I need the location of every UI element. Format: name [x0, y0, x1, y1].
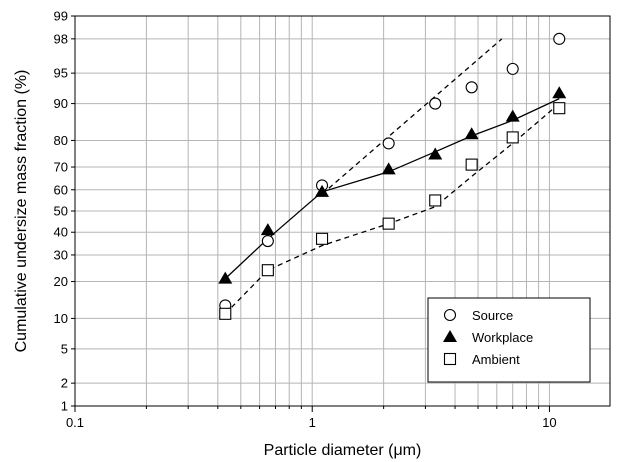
y-tick-label: 1: [61, 399, 68, 414]
y-axis-label: Cumulative undersize mass fraction (%): [13, 70, 30, 353]
fit-line-workplace: [224, 98, 560, 280]
ambient-point: [382, 217, 395, 230]
y-tick-label: 40: [54, 225, 68, 240]
source-point: [382, 137, 395, 150]
source-point: [506, 62, 519, 75]
y-tick-label: 80: [54, 133, 68, 148]
legend-label-workplace: Workplace: [472, 330, 533, 345]
fit-line-source: [321, 38, 503, 195]
y-tick-label: 50: [54, 204, 68, 219]
workplace-point: [218, 271, 233, 284]
x-tick-label: 0.1: [66, 415, 84, 430]
source-point: [465, 81, 478, 94]
x-tick-label: 1: [309, 415, 316, 430]
ambient-point: [219, 307, 232, 320]
ambient-point: [261, 264, 274, 277]
workplace-point: [260, 223, 275, 236]
workplace-point: [315, 184, 330, 197]
legend-marker-workplace: [443, 330, 457, 342]
data-markers: [218, 32, 567, 320]
workplace-point: [552, 86, 567, 99]
y-tick-label: 70: [54, 160, 68, 175]
ambient-point: [315, 232, 329, 245]
legend: Source Workplace Ambient: [427, 297, 591, 383]
workplace-point: [505, 109, 520, 122]
ambient-point: [465, 158, 478, 171]
y-tick-label: 99: [54, 9, 68, 24]
y-tick-label: 95: [54, 66, 68, 81]
y-tick-label: 2: [61, 376, 68, 391]
workplace-point: [381, 162, 396, 175]
y-tick-label: 10: [54, 311, 68, 326]
y-tick-label: 30: [54, 247, 68, 262]
source-point: [261, 234, 274, 248]
ambient-point: [506, 131, 519, 144]
y-tick-label: 20: [54, 274, 68, 289]
y-tick-label: 60: [54, 182, 68, 197]
legend-marker-source: [443, 308, 457, 322]
workplace-point: [464, 127, 479, 140]
x-axis-label: Particle diameter (μm): [264, 442, 422, 459]
source-point: [553, 32, 566, 45]
source-point: [429, 97, 442, 110]
legend-marker-ambient: [443, 352, 457, 366]
y-tick-label: 98: [54, 31, 68, 46]
workplace-point: [428, 147, 443, 160]
x-tick-label: 10: [542, 415, 556, 430]
ambient-point: [429, 194, 442, 207]
fit-lines: [224, 38, 560, 315]
y-tick-label: 90: [54, 96, 68, 111]
y-tick-label: 5: [61, 341, 68, 356]
legend-label-source: Source: [472, 308, 513, 323]
legend-label-ambient: Ambient: [472, 352, 520, 367]
ambient-point: [553, 102, 566, 115]
